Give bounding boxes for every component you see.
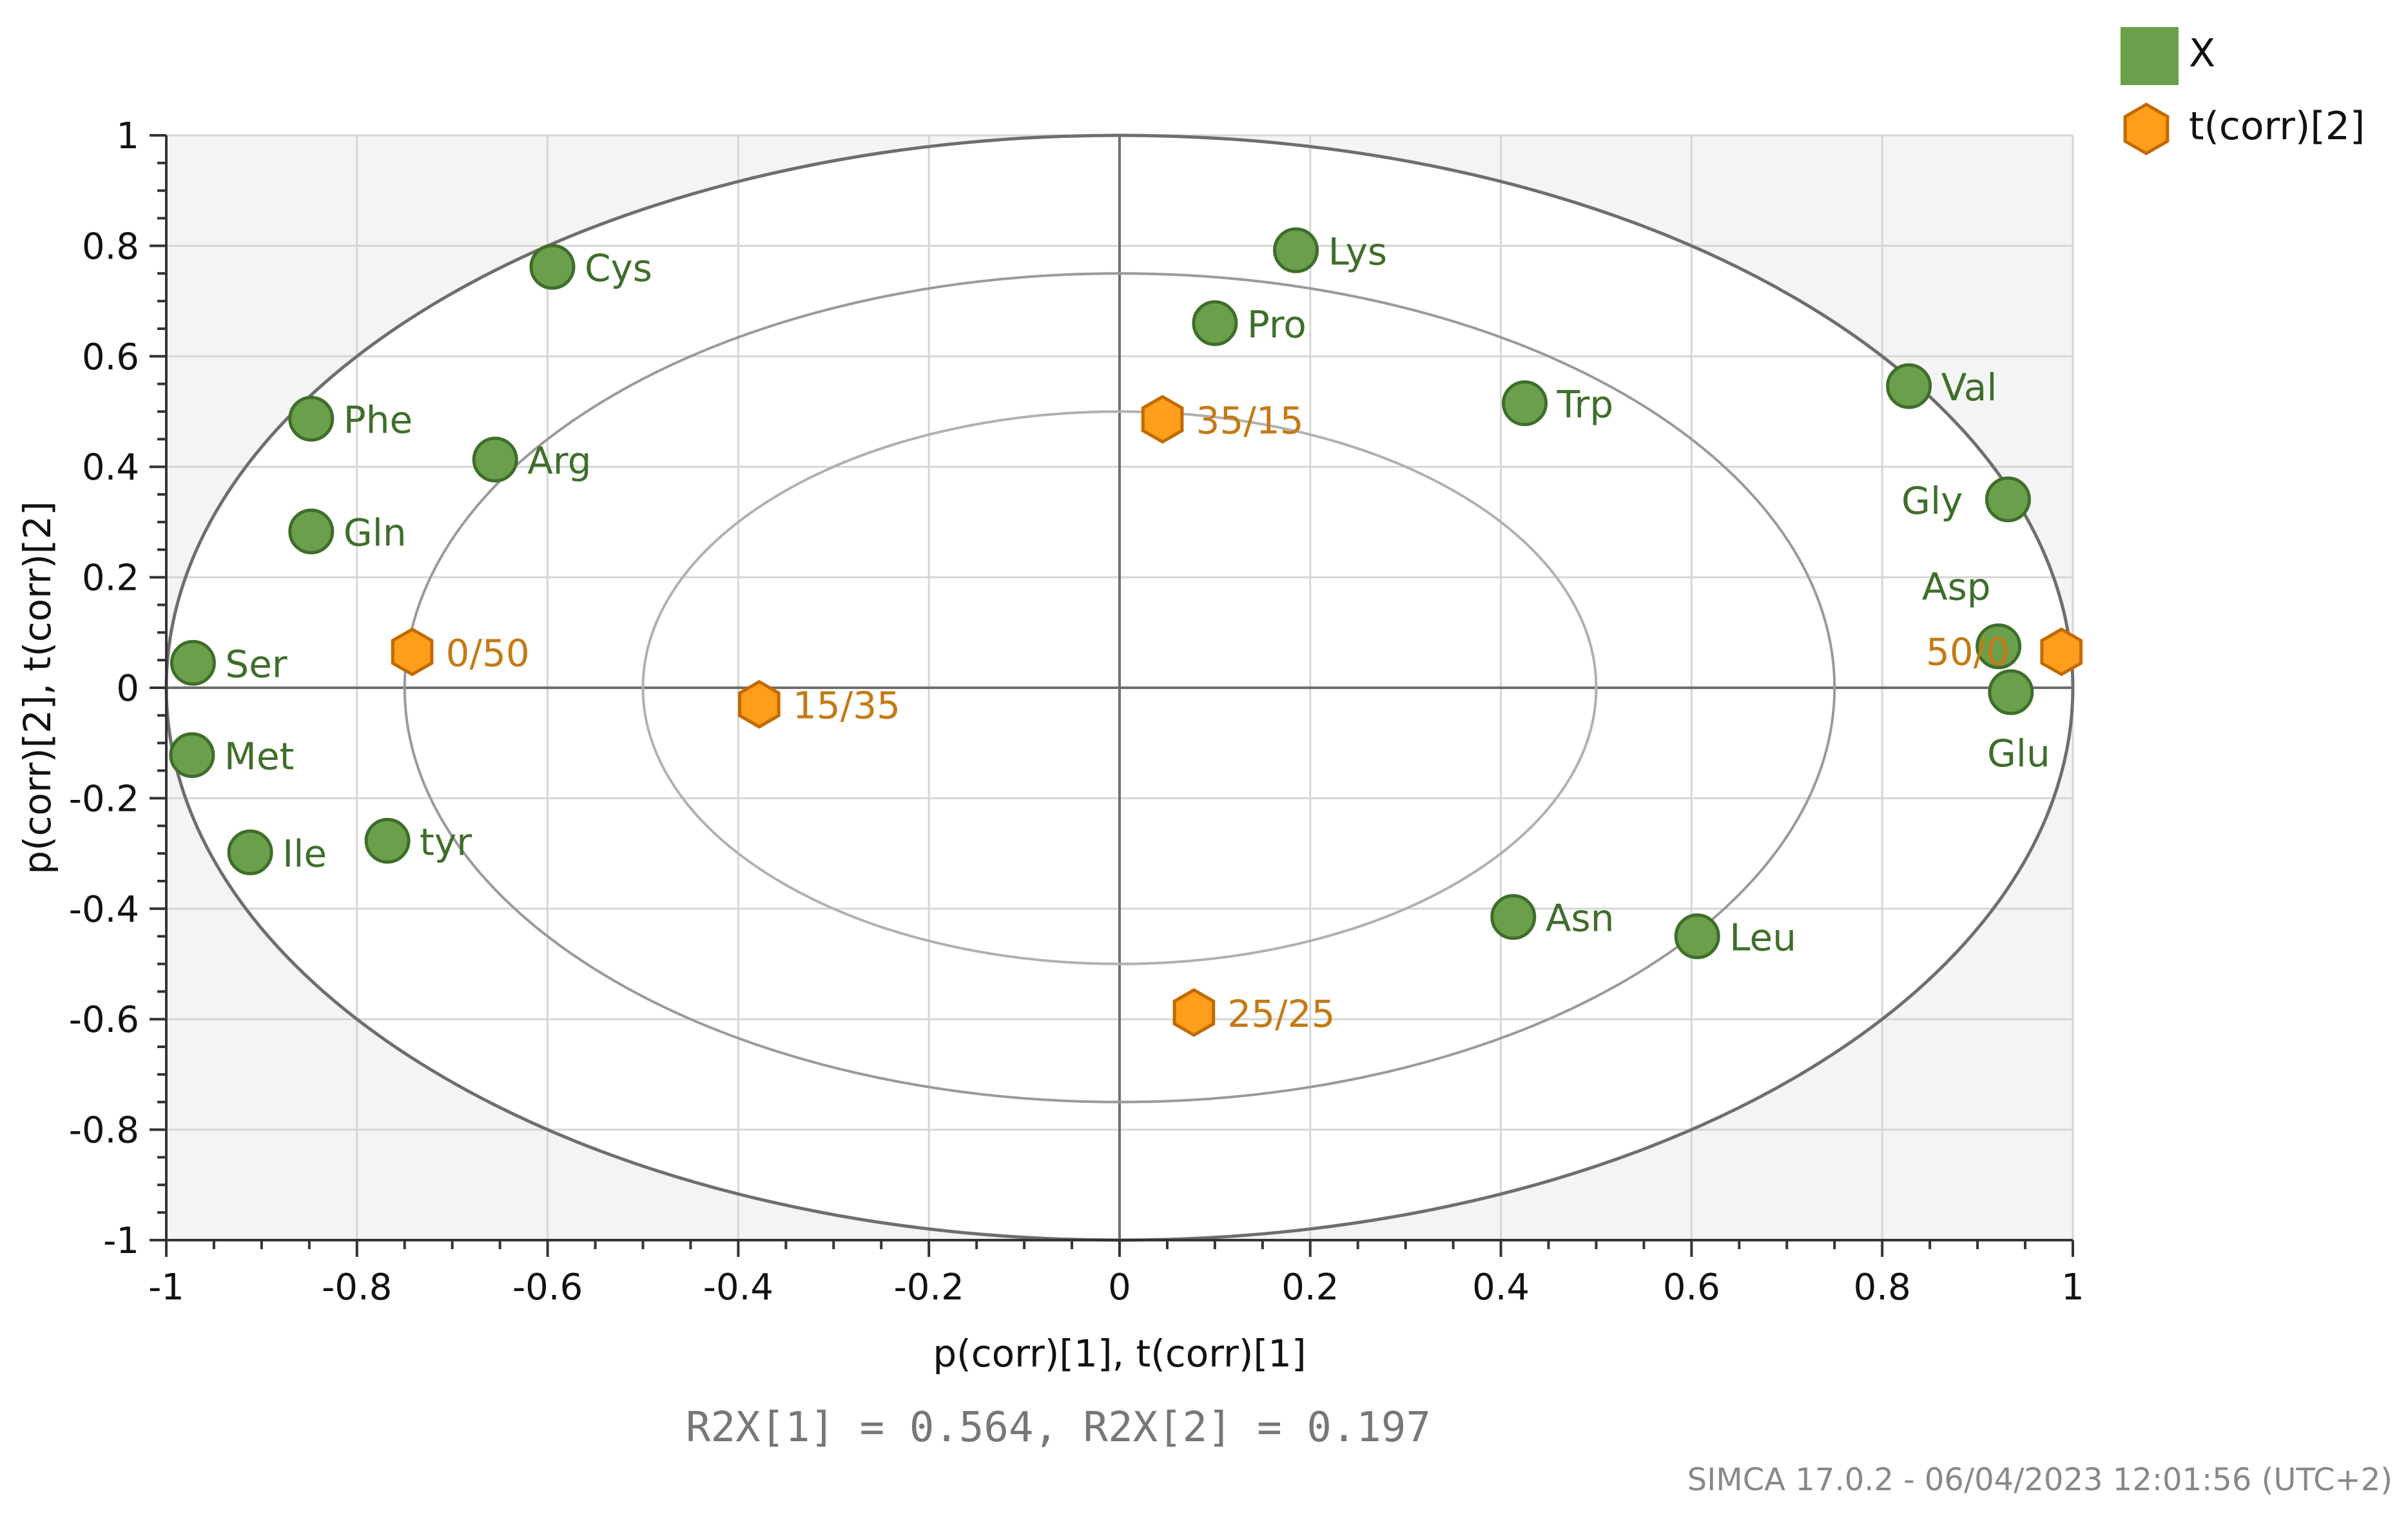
- x-tick-label: 0.4: [1472, 1267, 1529, 1308]
- point-label-lys: Lys: [1328, 229, 1388, 273]
- x-tick-label: -0.8: [322, 1267, 392, 1308]
- point-label-tyr: tyr: [420, 820, 472, 864]
- point-x-gln: [288, 508, 335, 554]
- y-tick-label: 0.8: [82, 226, 139, 267]
- point-label-asn: Asn: [1546, 897, 1615, 940]
- point-label-50-0: 50/0: [1926, 630, 2010, 674]
- point-x-ile: [227, 829, 273, 875]
- point-label-met: Met: [224, 735, 294, 779]
- point-x-met: [169, 732, 215, 779]
- point-label-gln: Gln: [344, 510, 407, 554]
- x-tick-label: 0: [1108, 1267, 1131, 1308]
- axes: [150, 134, 2074, 1257]
- r2x-annotation: R2X[1] = 0.564, R2X[2] = 0.197: [686, 1404, 1431, 1452]
- x-tick-label: -0.2: [894, 1267, 964, 1308]
- point-label-ile: Ile: [282, 831, 327, 875]
- x-tick-label: -0.6: [512, 1267, 583, 1308]
- legend-x-swatch: [2121, 27, 2179, 85]
- point-label-15-35: 15/35: [793, 684, 900, 728]
- y-tick-label: -1: [103, 1220, 139, 1262]
- point-label-0-50: 0/50: [446, 631, 530, 675]
- x-axis-title: p(corr)[1], t(corr)[1]: [933, 1332, 1306, 1375]
- point-x-glu: [1988, 669, 2034, 715]
- x-tick-label: 0.2: [1281, 1267, 1339, 1308]
- y-axis-title: p(corr)[2], t(corr)[2]: [15, 501, 59, 874]
- y-tick-label: 0.4: [82, 447, 139, 489]
- ellipse-0.5: [641, 410, 1598, 966]
- point-label-val: Val: [1941, 365, 1997, 409]
- point-x-pro: [1192, 300, 1238, 346]
- point-label-ser: Ser: [225, 642, 287, 686]
- point-label-arg: Arg: [527, 439, 591, 483]
- point-label-pro: Pro: [1247, 302, 1306, 346]
- zero-lines: [166, 135, 2073, 1240]
- y-tick-label: 0.6: [82, 336, 139, 378]
- point-label-25-25: 25/25: [1227, 992, 1335, 1036]
- point-t-15-35: [738, 679, 781, 729]
- x-tick-label: 0.8: [1854, 1267, 1911, 1308]
- y-tick-labels: 1 0.8 0.6 0.4 0.2 0 -0.2 -0.4 -0.6 -0.8 -1: [69, 115, 139, 1262]
- point-x-gly: [1985, 476, 2031, 523]
- point-x-leu: [1674, 913, 1720, 960]
- y-tick-label: -0.8: [69, 1110, 139, 1152]
- point-label-35-15: 35/15: [1196, 398, 1304, 442]
- x-tick-labels: -1 -0.8 -0.6 -0.4 -0.2 0 0.2 0.4 0.6 0.8 1: [148, 1267, 2084, 1308]
- x-tick-label: 0.6: [1663, 1267, 1720, 1308]
- legend-t-label: t(corr)[2]: [2189, 104, 2365, 149]
- point-x-val: [1886, 363, 1932, 409]
- point-x-phe: [288, 396, 335, 442]
- point-x-cys: [529, 244, 576, 290]
- x-tick-label: -1: [148, 1267, 184, 1308]
- point-label-glu: Glu: [1987, 732, 2050, 775]
- point-t-0-50: [391, 627, 434, 677]
- point-label-phe: Phe: [344, 398, 413, 442]
- point-x-asp: [1976, 623, 2022, 670]
- point-label-trp: Trp: [1557, 383, 1614, 427]
- data-points: Cys Phe Arg Gln Ser Met Ile tyr Lys Pro Trp Val Gly A…: [169, 227, 2083, 1037]
- legend: X t(corr)[2]: [2121, 27, 2365, 155]
- point-x-trp: [1502, 380, 1548, 427]
- point-t-25-25: [1172, 988, 1216, 1037]
- point-x-arg: [472, 436, 518, 483]
- point-label-leu: Leu: [1729, 916, 1796, 960]
- point-t-35-15: [1141, 394, 1184, 444]
- point-x-lys: [1273, 227, 1319, 273]
- y-tick-label: -0.2: [69, 778, 139, 820]
- y-tick-label: 1: [116, 115, 139, 157]
- point-x-tyr: [364, 817, 411, 864]
- y-tick-label: 0.2: [82, 558, 139, 599]
- point-label-asp: Asp: [1922, 565, 1991, 609]
- point-x-ser: [170, 639, 216, 686]
- point-x-asn: [1490, 894, 1537, 940]
- y-tick-label: -0.4: [69, 889, 139, 931]
- y-tick-label: -0.6: [69, 999, 139, 1041]
- legend-t-swatch: [2123, 102, 2170, 155]
- y-tick-label: 0: [116, 668, 139, 710]
- legend-x-label: X: [2189, 31, 2215, 76]
- ellipse-0.75: [403, 272, 1836, 1103]
- software-footer: SIMCA 17.0.2 - 06/04/2023 12:01:56 (UTC+…: [1687, 1462, 2393, 1498]
- point-t-50-0: [2040, 627, 2083, 677]
- x-tick-label: 1: [2061, 1267, 2084, 1308]
- point-label-cys: Cys: [585, 246, 652, 290]
- point-label-gly: Gly: [1901, 479, 1963, 523]
- x-tick-label: -0.4: [703, 1267, 773, 1308]
